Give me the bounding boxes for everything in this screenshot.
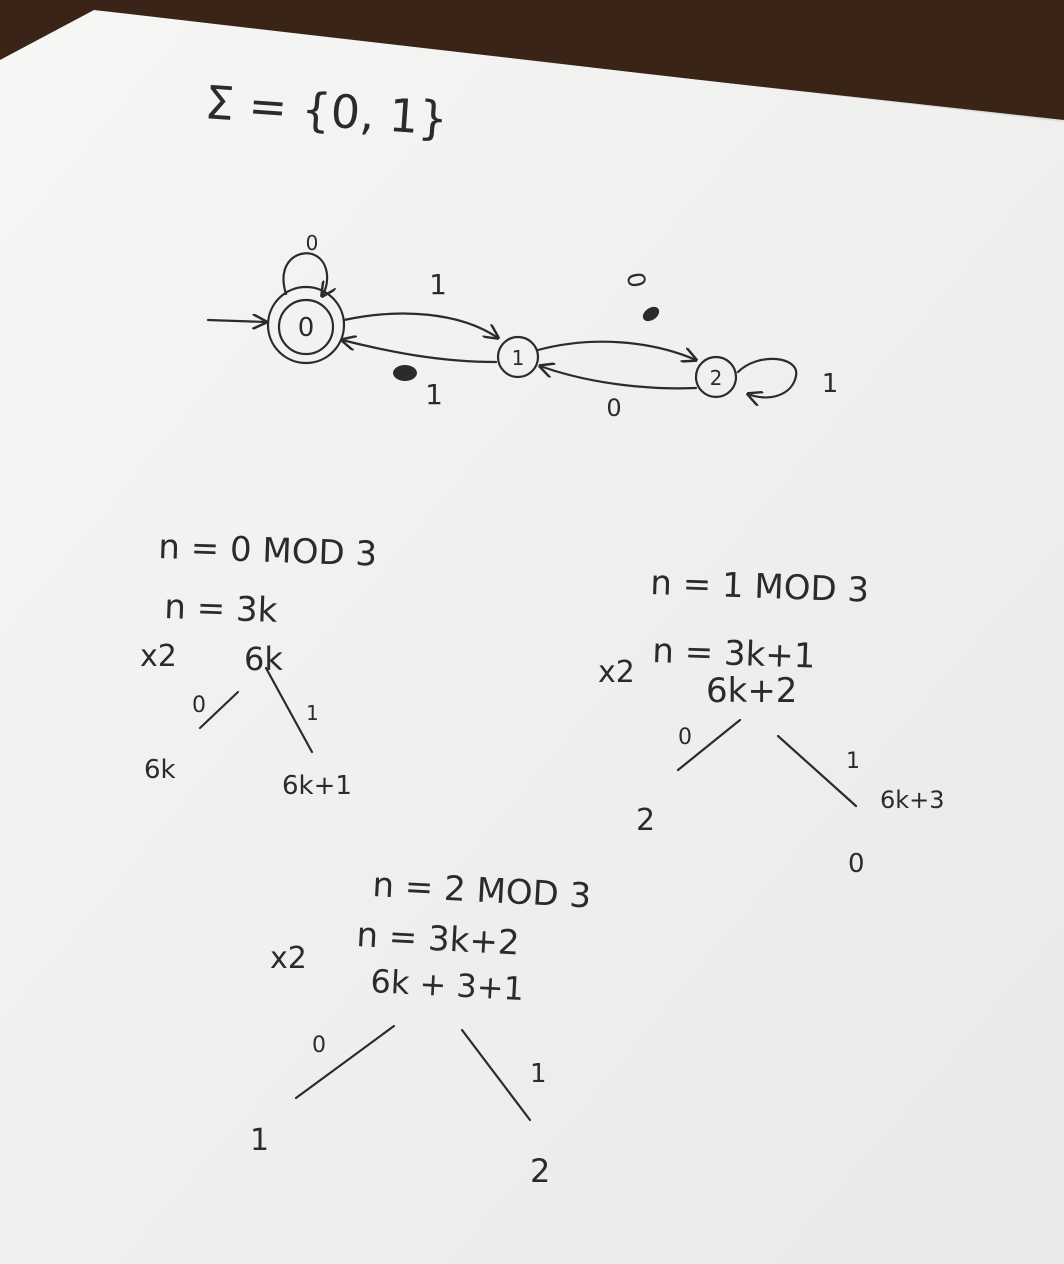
case1-branch-0-label: 0 — [678, 725, 692, 750]
case2-branch-0-label: 0 — [312, 1033, 326, 1058]
start-arrow — [206, 320, 266, 322]
case2-branch-0-line — [294, 1024, 396, 1100]
case0-branch-0-label: 0 — [192, 693, 206, 718]
ink-smudge — [642, 306, 660, 322]
case0-heading: n = 0 MOD 3 — [158, 527, 378, 575]
case2-result-1: 2 — [530, 1152, 550, 1190]
case0-branch-1-line — [264, 666, 314, 754]
case1-equation: n = 3k+1 — [652, 631, 816, 677]
edge-q2-to-q1 — [540, 366, 698, 390]
case2-equation: n = 3k+2 — [356, 915, 521, 963]
state-2-self-loop — [736, 357, 798, 398]
edge-label-q1-to-q0: 1 — [425, 378, 443, 411]
case1-heading: n = 1 MOD 3 — [650, 563, 870, 611]
case0-times-two: x2 — [140, 639, 177, 674]
case1-branch-1-line — [776, 734, 858, 808]
edge-q1-to-q2 — [536, 340, 696, 360]
case0-result-0: 6k — [144, 755, 176, 785]
ink-smudge — [393, 365, 417, 381]
case2-result-0: 1 — [250, 1123, 269, 1158]
case0-branch-0-line — [198, 690, 240, 730]
case0-tree — [198, 666, 314, 754]
edge-label-q2-to-q1: 0 — [606, 394, 621, 422]
case1-result-1-mod: 0 — [848, 849, 865, 879]
case1-result-1: 6k+3 — [880, 786, 945, 814]
case2-branch-1-line — [460, 1028, 532, 1122]
case2-doubled: 6k + 3+1 — [370, 962, 525, 1008]
case2-tree — [294, 1024, 532, 1122]
edge-label-q0-loop: 0 — [306, 231, 319, 255]
state-0-self-loop — [282, 252, 327, 296]
case2-times-two: x2 — [270, 941, 307, 976]
case2-branch-1-label: 1 — [530, 1059, 547, 1089]
case1-times-two: x2 — [598, 655, 635, 690]
edge-label-q0-to-q1: 1 — [429, 268, 447, 301]
case0-result-1: 6k+1 — [282, 771, 352, 801]
case1-result-0: 2 — [636, 803, 655, 838]
case1-doubled: 6k+2 — [706, 671, 797, 711]
state-2-circle — [694, 355, 738, 399]
case1-branch-0-line — [676, 718, 742, 772]
state-1-label: 1 — [512, 346, 525, 370]
edge-q1-to-q0 — [342, 340, 498, 364]
state-0-inner-circle — [277, 298, 335, 356]
case0-branch-1-label: 1 — [306, 701, 319, 725]
edge-q0-to-q1 — [342, 312, 498, 338]
case0-doubled: 6k — [244, 640, 283, 678]
state-0-label: 0 — [298, 313, 315, 343]
state-1-circle — [496, 335, 540, 379]
edge-label-q2-loop: 1 — [822, 369, 839, 399]
dfa-diagram — [206, 252, 798, 399]
state-2-label: 2 — [710, 366, 723, 390]
state-0-outer-circle — [266, 285, 346, 365]
case1-branch-1-label: 1 — [846, 749, 860, 774]
edge-label-q1-to-q2: 0 — [621, 270, 651, 290]
case0-equation: n = 3k — [164, 587, 279, 631]
case1-tree — [676, 718, 858, 808]
